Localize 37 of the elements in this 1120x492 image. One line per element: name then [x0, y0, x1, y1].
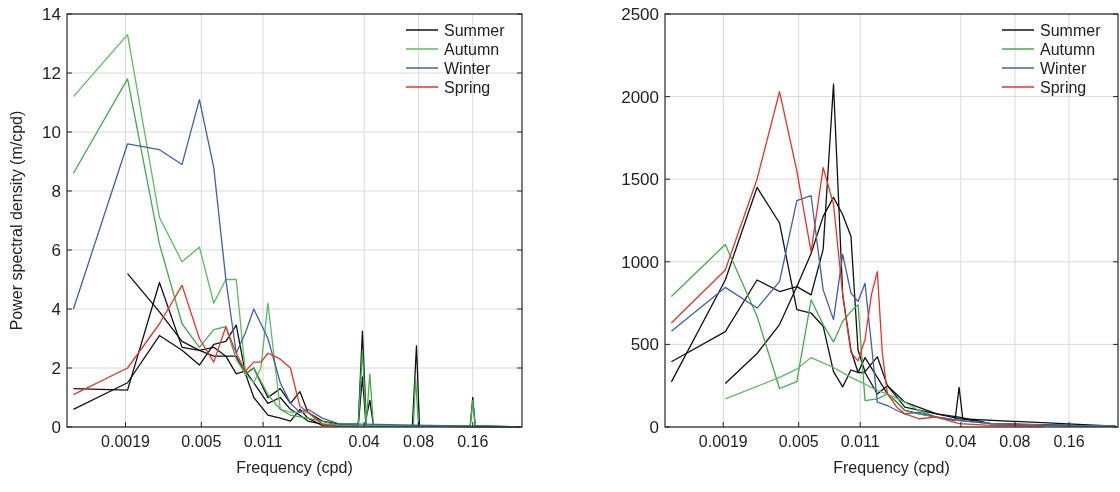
x-tick-label: 0.04: [348, 433, 380, 450]
x-tick-label: 0.16: [1053, 433, 1085, 450]
legend-label: Winter: [444, 59, 491, 77]
y-tick-label: 1500: [621, 170, 659, 190]
y-tick-label: 0: [51, 417, 61, 437]
legend-label: Spring: [444, 78, 491, 96]
x-tick-label: 0.005: [181, 433, 222, 450]
x-tick-label: 0.0019: [101, 433, 151, 450]
legend-label: Summer: [1040, 21, 1102, 39]
x-tick-label: 0.011: [840, 433, 880, 450]
y-axis-title: Power spectral density (m/cpd): [8, 110, 25, 331]
y-tick-label: 2: [51, 358, 61, 378]
legend-label: Autumn: [1040, 40, 1096, 58]
x-tick-label: 0.08: [402, 433, 435, 450]
legend-label: Winter: [1040, 59, 1087, 77]
x-axis-title: Frequency (cpd): [236, 459, 353, 476]
y-tick-label: 12: [42, 63, 61, 83]
y-tick-label: 6: [51, 240, 61, 260]
y-tick-label: 2500: [621, 4, 659, 24]
x-tick-label: 0.08: [999, 433, 1031, 450]
legend-label: Spring: [1040, 78, 1087, 96]
x-tick-label: 0.005: [778, 433, 819, 450]
y-tick-label: 10: [42, 122, 61, 142]
y-tick-label: 1000: [621, 252, 659, 272]
x-tick-label: 0.16: [457, 433, 489, 450]
x-axis-title: Frequency (cpd): [833, 459, 950, 476]
y-tick-label: 4: [51, 299, 61, 319]
legend-label: Autumn: [444, 40, 500, 58]
y-tick-label: 0: [649, 417, 659, 437]
x-tick-label: 0.04: [945, 433, 977, 450]
x-tick-label: 0.0019: [698, 433, 748, 450]
y-tick-label: 2000: [621, 87, 659, 107]
x-tick-label: 0.011: [243, 433, 283, 450]
y-tick-label: 500: [630, 335, 659, 355]
y-tick-label: 8: [51, 181, 61, 201]
y-tick-label: 14: [42, 4, 61, 24]
legend-label: Summer: [444, 21, 506, 39]
